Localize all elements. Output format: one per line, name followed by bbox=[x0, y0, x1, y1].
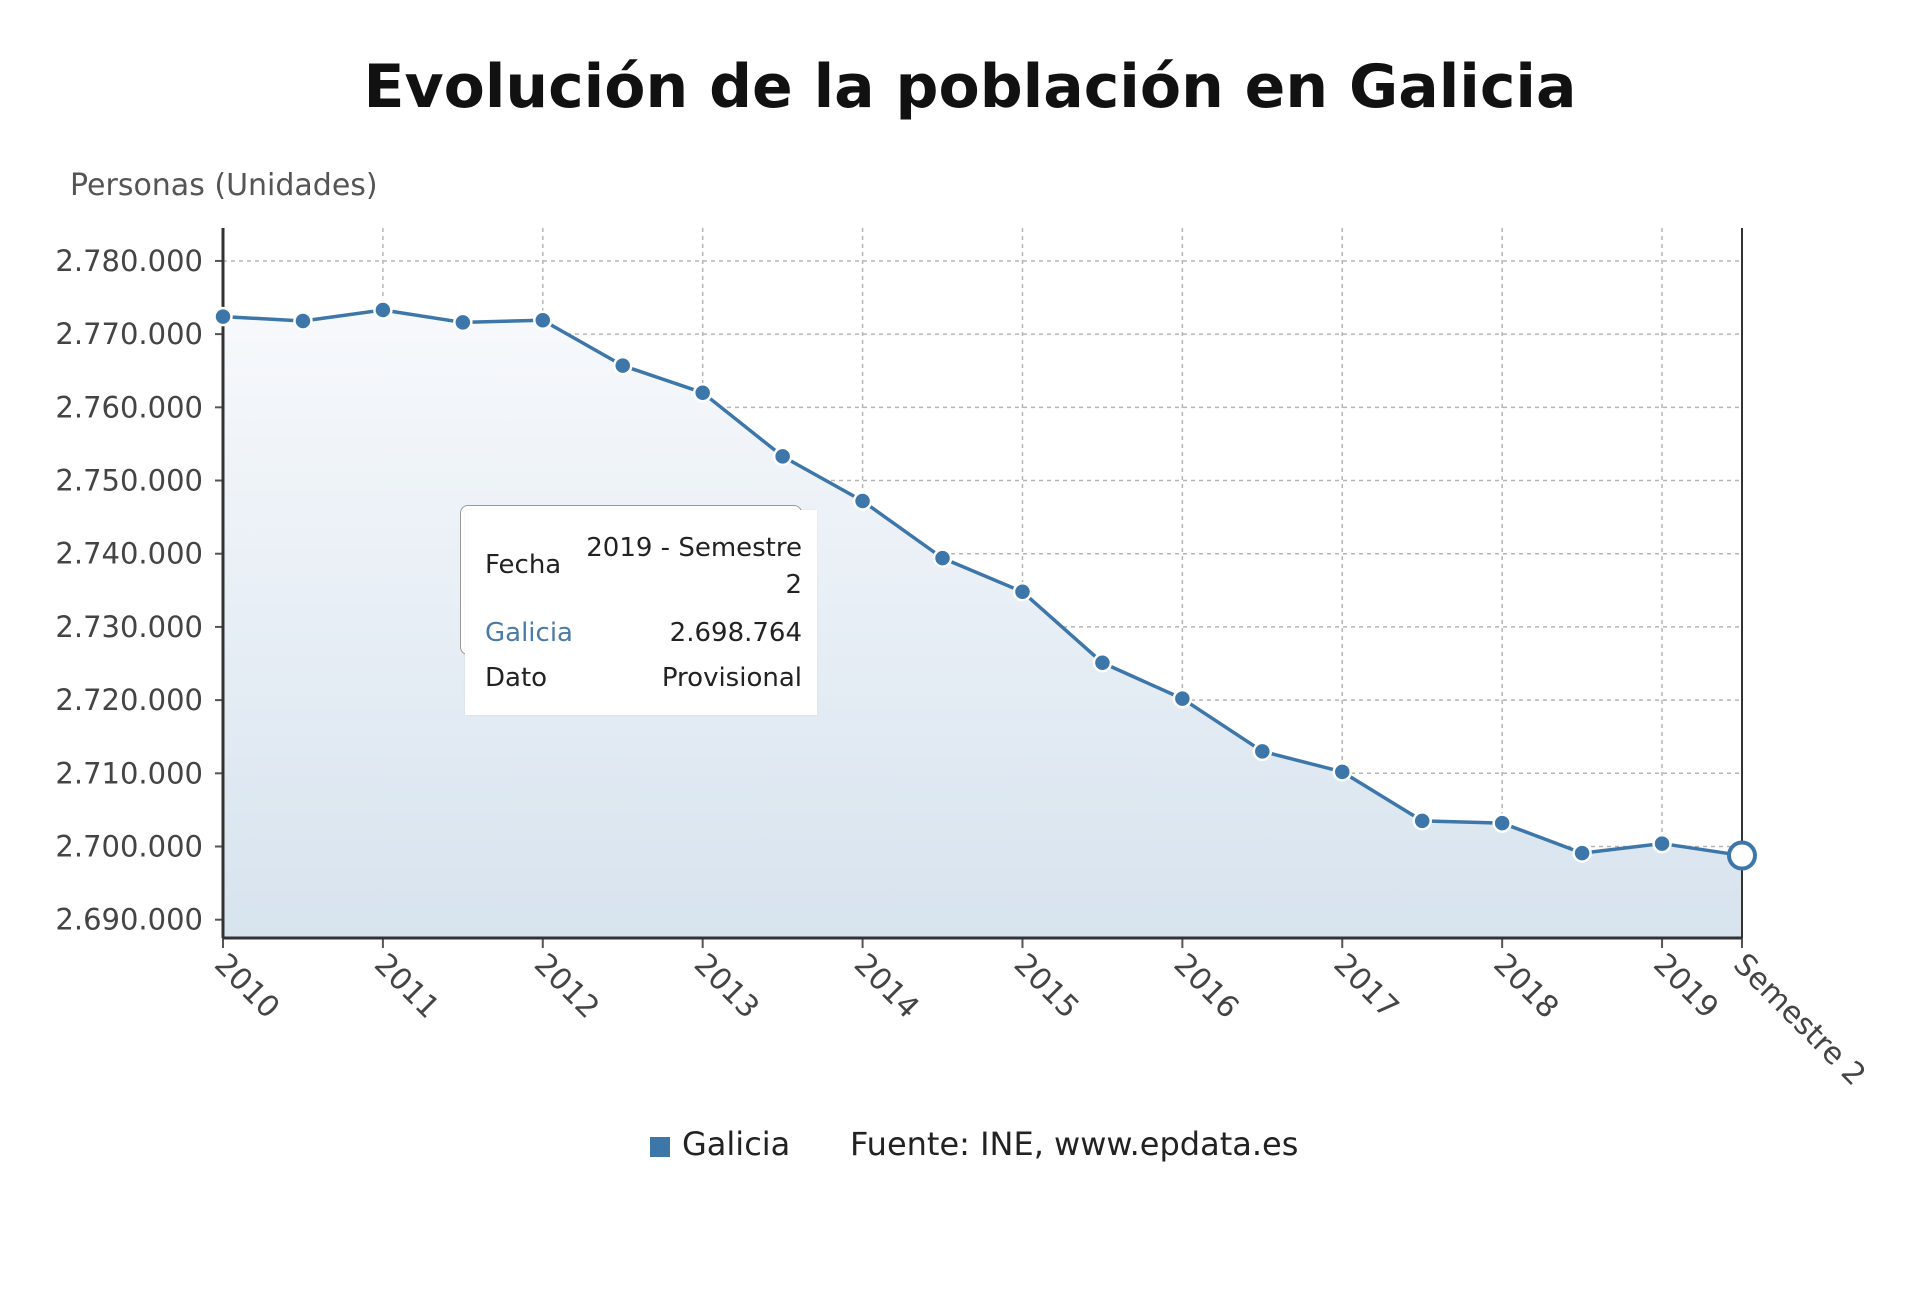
tooltip-dato-label: Dato bbox=[485, 663, 548, 693]
series-area-galicia bbox=[223, 309, 1742, 938]
data-point[interactable] bbox=[1172, 688, 1193, 709]
y-tick-label: 2.690.000 bbox=[55, 903, 203, 937]
tooltip-row-fecha: Fecha 2019 - Semestre 2 bbox=[485, 530, 802, 610]
data-point[interactable] bbox=[612, 355, 633, 376]
x-tick-label: 2018 bbox=[1487, 947, 1566, 1026]
data-point[interactable] bbox=[1092, 653, 1113, 673]
x-tick-label: 2013 bbox=[687, 947, 766, 1026]
data-point[interactable] bbox=[1572, 843, 1592, 863]
data-point-highlighted[interactable] bbox=[1727, 840, 1757, 871]
data-point[interactable] bbox=[1012, 582, 1033, 602]
y-tick-label: 2.780.000 bbox=[55, 244, 203, 278]
y-tick-label: 2.720.000 bbox=[55, 683, 203, 717]
x-tick-label: 2011 bbox=[367, 947, 446, 1026]
x-tick-label: 2012 bbox=[527, 947, 606, 1026]
data-point[interactable] bbox=[1252, 741, 1273, 762]
data-point[interactable] bbox=[373, 300, 393, 320]
x-tick-label: 2019 bbox=[1646, 947, 1725, 1026]
data-point[interactable] bbox=[772, 446, 793, 467]
data-point[interactable] bbox=[1652, 833, 1672, 854]
x-tick-label: Semestre 2 bbox=[1726, 947, 1872, 1093]
y-tick-label: 2.710.000 bbox=[55, 756, 203, 790]
data-point[interactable] bbox=[692, 382, 713, 403]
tooltip: Fecha 2019 - Semestre 2 Galicia 2.698.76… bbox=[460, 505, 817, 715]
data-point[interactable] bbox=[932, 548, 953, 568]
tooltip-dato-value: Provisional bbox=[661, 663, 802, 693]
tooltip-fecha-value: 2019 - Semestre 2 bbox=[586, 533, 802, 600]
y-tick-label: 2.700.000 bbox=[55, 830, 203, 864]
data-point[interactable] bbox=[1492, 813, 1512, 833]
data-point[interactable] bbox=[293, 311, 313, 331]
y-tick-label: 2.730.000 bbox=[55, 610, 203, 644]
data-point[interactable] bbox=[533, 310, 553, 330]
tooltip-series-label: Galicia bbox=[485, 618, 573, 648]
x-tick-label: 2014 bbox=[847, 947, 926, 1026]
data-point[interactable] bbox=[1332, 762, 1353, 782]
tooltip-series-value: 2.698.764 bbox=[669, 618, 802, 648]
x-tick-label: 2010 bbox=[207, 947, 286, 1026]
legend-swatch-galicia[interactable] bbox=[650, 1137, 670, 1157]
y-tick-label: 2.750.000 bbox=[55, 464, 203, 498]
chart-title: Evolución de la población en Galicia bbox=[363, 52, 1577, 122]
data-point[interactable] bbox=[453, 312, 473, 333]
y-tick-label: 2.770.000 bbox=[55, 317, 203, 351]
y-axis-label: Personas (Unidades) bbox=[70, 168, 378, 203]
data-point[interactable] bbox=[1412, 811, 1432, 831]
y-tick-label: 2.740.000 bbox=[55, 537, 203, 571]
tooltip-panel: Fecha 2019 - Semestre 2 Galicia 2.698.76… bbox=[465, 510, 817, 715]
x-tick-label: 2015 bbox=[1007, 947, 1086, 1026]
data-point[interactable] bbox=[852, 491, 873, 511]
series-line-galicia bbox=[222, 308, 1743, 858]
x-tick-label: 2017 bbox=[1327, 947, 1406, 1026]
x-tick-label: 2016 bbox=[1167, 947, 1246, 1026]
source-text: Fuente: INE, www.epdata.es bbox=[850, 1125, 1299, 1163]
tooltip-fecha-label: Fecha bbox=[485, 550, 562, 580]
data-point[interactable] bbox=[213, 306, 233, 327]
y-tick-label: 2.760.000 bbox=[55, 390, 203, 424]
legend-label-galicia[interactable]: Galicia bbox=[682, 1125, 791, 1163]
